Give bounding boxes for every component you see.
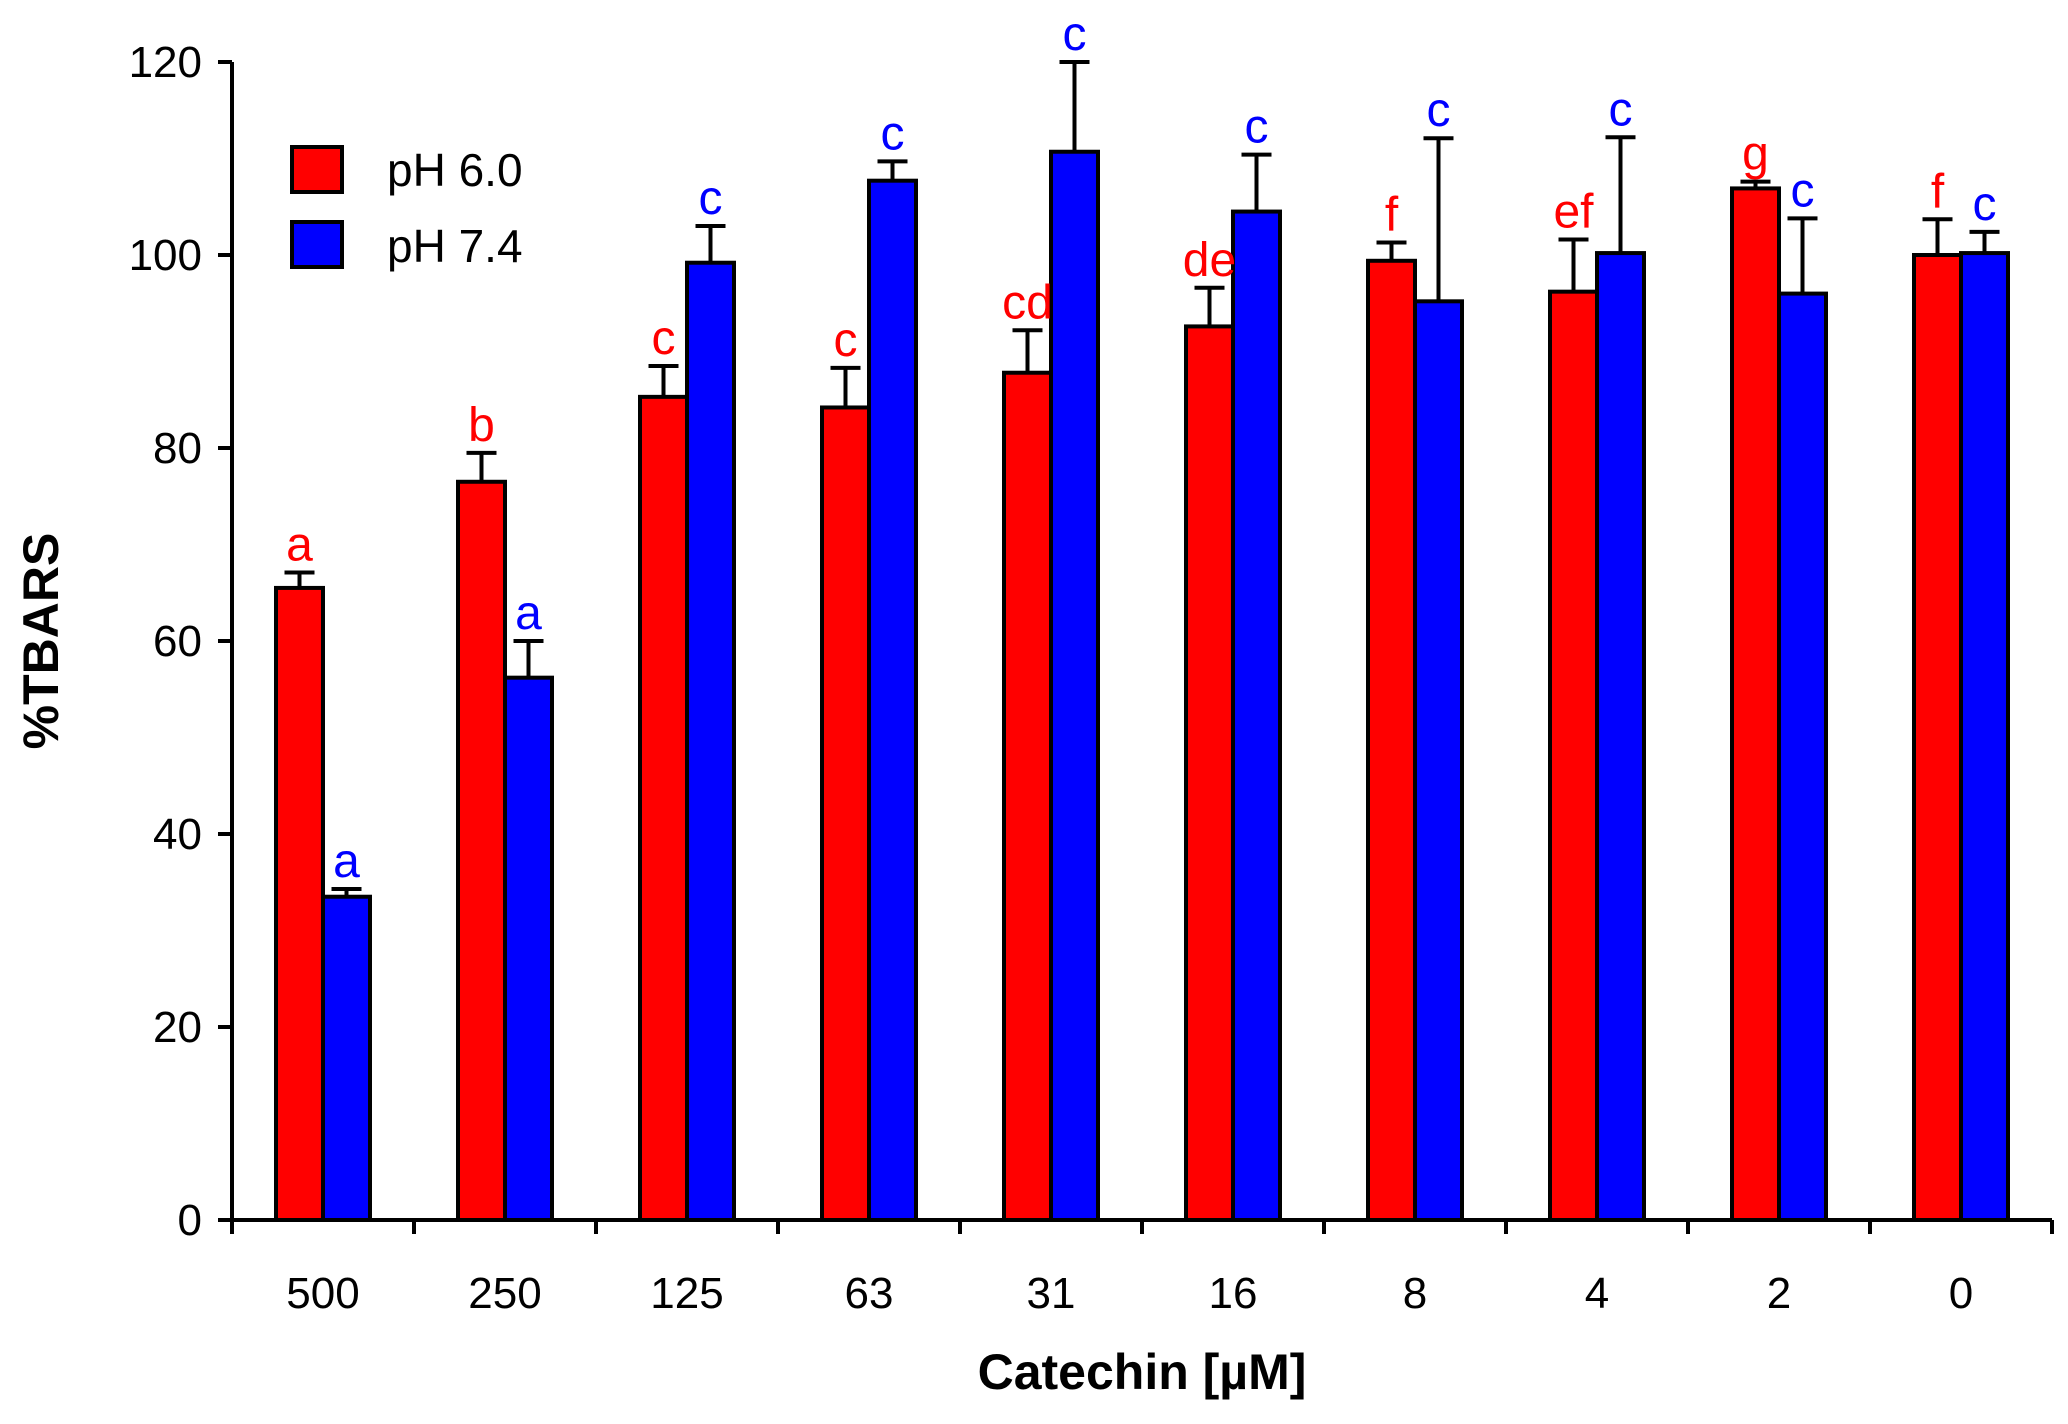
x-tick-label: 16: [1209, 1269, 1258, 1318]
y-axis-title: %TBARS: [13, 533, 69, 750]
x-axis-title: Catechin [µM]: [978, 1344, 1307, 1400]
legend: pH 6.0 pH 7.4: [290, 144, 523, 272]
significance-label-ph74: c: [1063, 8, 1087, 61]
legend-label-ph60: pH 6.0: [387, 144, 523, 196]
bar-ph74: [1049, 149, 1100, 1222]
significance-label-ph60: a: [286, 518, 313, 571]
bar-ph60: [1912, 253, 1963, 1222]
significance-label-ph74: c: [1791, 164, 1815, 217]
y-tick-label: 100: [129, 231, 202, 280]
significance-label-ph74: c: [1973, 178, 1997, 231]
significance-label-ph60: de: [1183, 234, 1236, 287]
bar-ph74: [1231, 209, 1282, 1222]
significance-label-ph74: c: [699, 172, 723, 225]
significance-label-ph74: c: [1609, 83, 1633, 136]
bar-ph74: [1413, 299, 1464, 1222]
x-tick-label: 125: [650, 1269, 723, 1318]
significance-label-ph74: a: [333, 835, 360, 888]
bar-ph60: [1730, 186, 1781, 1222]
legend-swatch-ph60: [290, 145, 344, 194]
significance-label-ph74: c: [1245, 101, 1269, 154]
x-tick-label: 63: [845, 1269, 894, 1318]
y-tick-label: 20: [153, 1003, 202, 1052]
bar-ph74: [503, 675, 554, 1222]
bar-ph74: [685, 260, 736, 1223]
bar-ph74: [1959, 251, 2010, 1222]
legend-swatch-ph74: [290, 220, 344, 269]
bar-ph60: [1548, 289, 1599, 1223]
x-tick-label: 8: [1403, 1269, 1427, 1318]
y-ticks-layer: 0 20 40 60 80 100 120: [129, 38, 232, 1245]
significance-label-ph74: a: [515, 587, 542, 640]
y-tick-label: 60: [153, 617, 202, 666]
error-bars-layer: [284, 60, 2000, 897]
bar-ph60: [1366, 258, 1417, 1223]
bar-ph60: [1184, 324, 1235, 1223]
y-tick-label: 0: [178, 1196, 202, 1245]
y-tick-label: 120: [129, 38, 202, 87]
x-tick-label: 250: [468, 1269, 541, 1318]
significance-label-ph74: c: [881, 107, 905, 160]
x-tick-label: 0: [1949, 1269, 1973, 1318]
bar-ph60: [274, 585, 325, 1222]
significance-label-ph60: f: [1385, 188, 1399, 241]
y-tick-label: 80: [153, 424, 202, 473]
y-tick-label: 40: [153, 810, 202, 859]
significance-label-ph60: g: [1742, 128, 1769, 181]
bar-ph74: [867, 178, 918, 1223]
significance-labels-layer: a b c c cd de f ef g f a a c c c c c c c c: [286, 8, 1996, 888]
x-tick-label: 31: [1027, 1269, 1076, 1318]
significance-label-ph60: b: [468, 399, 495, 452]
legend-label-ph74: pH 7.4: [387, 220, 523, 272]
bar-ph60: [1002, 370, 1053, 1223]
significance-label-ph74: c: [1427, 84, 1451, 137]
significance-label-ph60: f: [1931, 165, 1945, 218]
x-ticks-layer: 500 250 125 63 31 16 8 4 2 0: [230, 1220, 2054, 1318]
x-tick-label: 4: [1585, 1269, 1609, 1318]
bar-ph60: [820, 405, 871, 1223]
bar-ph74: [1777, 291, 1828, 1223]
x-tick-label: 500: [286, 1269, 359, 1318]
significance-label-ph60: c: [834, 314, 858, 367]
x-tick-label: 2: [1767, 1269, 1791, 1318]
significance-label-ph60: c: [652, 312, 676, 365]
bar-ph60: [456, 479, 507, 1222]
bar-ph74: [321, 894, 372, 1222]
significance-label-ph60: cd: [1002, 276, 1053, 329]
bar-ph74: [1595, 251, 1646, 1222]
significance-label-ph60: ef: [1553, 186, 1594, 239]
bars-layer: [274, 149, 2010, 1223]
bar-ph60: [638, 394, 689, 1223]
